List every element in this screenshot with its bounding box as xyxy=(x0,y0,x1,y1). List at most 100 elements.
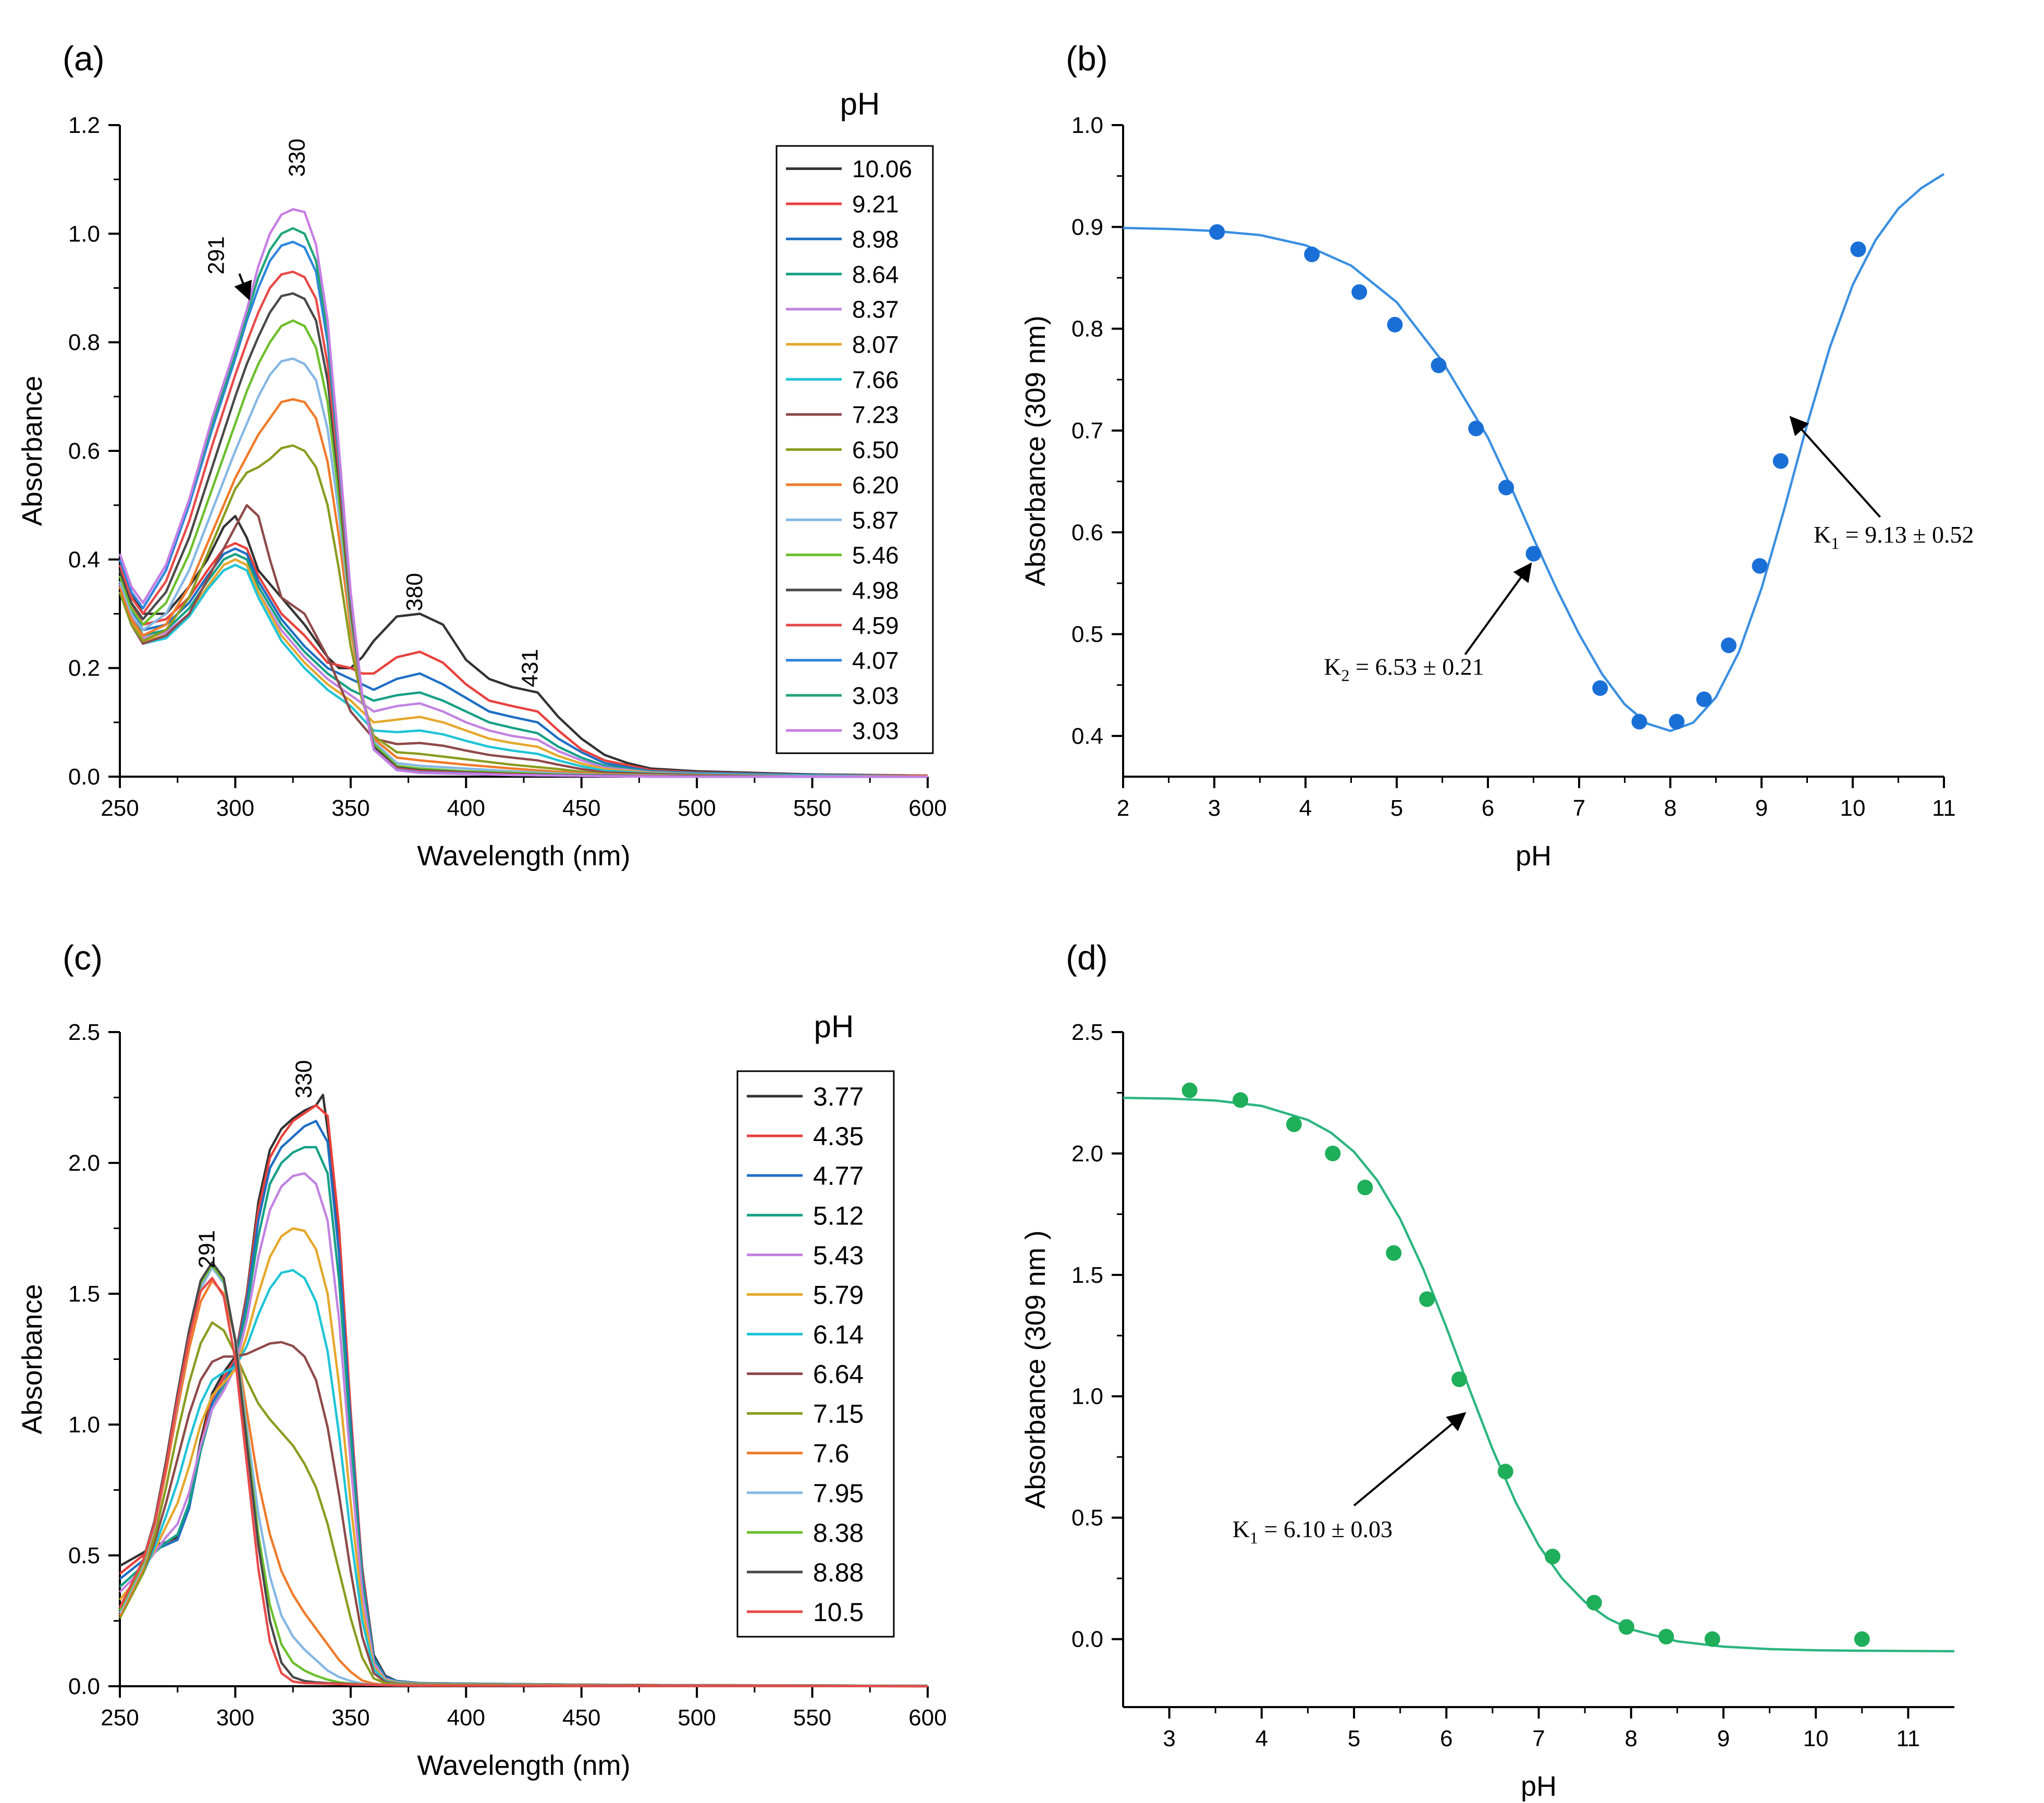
legend-entry-label: 9.21 xyxy=(852,191,899,218)
x-tick-label: 250 xyxy=(101,795,139,821)
legend-entry-label: 4.98 xyxy=(852,577,899,604)
spectrum-series-line xyxy=(118,1277,928,1688)
data-point xyxy=(1351,284,1368,300)
panel-b: (b) 2 3 4 5 6 7 8 9 10 11 0.4 0.5 0.6 0.7 0.8 0.9 1.0 pH Ab… xyxy=(1020,39,1974,872)
legend-entry-label: 5.12 xyxy=(813,1201,864,1230)
x-tick-label: 3 xyxy=(1163,1726,1175,1751)
legend-entry-label: 8.38 xyxy=(813,1518,864,1548)
x-tick-label: 10 xyxy=(1840,795,1866,821)
peak-label: 291 xyxy=(203,236,229,274)
legend-entry-label: 6.50 xyxy=(852,436,899,463)
data-point xyxy=(1386,1245,1402,1261)
x-tick-label: 500 xyxy=(678,795,716,821)
peak-arrow xyxy=(234,273,252,301)
y-tick-label: 2.5 xyxy=(68,1020,100,1045)
panel-a: (a) 250 300 350 400 450 500 550 600 0.0 0.2 0.4 0.6 0… xyxy=(17,39,947,872)
y-tick-label: 0.5 xyxy=(68,1543,100,1568)
y-tick-label: 0.5 xyxy=(1072,1505,1103,1531)
x-tick-label: 3 xyxy=(1208,795,1221,821)
legend-entry-label: 7.23 xyxy=(852,401,899,428)
y-tick-label: 1.5 xyxy=(1072,1262,1103,1288)
panel-label: (a) xyxy=(63,39,105,78)
legend-entry-label: 6.14 xyxy=(813,1320,864,1349)
data-point xyxy=(1181,1082,1198,1098)
y-tick-label: 0.8 xyxy=(68,330,100,355)
data-point xyxy=(1696,691,1712,707)
x-tick-label: 600 xyxy=(908,795,946,821)
data-point xyxy=(1631,714,1647,730)
data-point xyxy=(1209,224,1225,240)
annotation-subscript: 1 xyxy=(1831,534,1839,553)
y-tick-label: 0.9 xyxy=(1072,214,1103,240)
legend-entry-label: 3.77 xyxy=(813,1082,864,1111)
x-tick-label: 6 xyxy=(1482,795,1494,821)
data-point xyxy=(1669,714,1685,730)
peak-label: 380 xyxy=(402,573,427,611)
legend-entry-label: 8.07 xyxy=(852,331,899,358)
x-tick-label: 250 xyxy=(101,1705,139,1731)
y-tick-label: 2.0 xyxy=(68,1150,100,1176)
data-point xyxy=(1431,357,1447,373)
y-tick-label: 0.0 xyxy=(68,764,100,790)
x-tick-label: 4 xyxy=(1299,795,1312,821)
annotation-value: = 6.10 ± 0.03 xyxy=(1258,1516,1393,1542)
y-tick-label: 0.7 xyxy=(1072,418,1103,444)
y-tick-label: 2.5 xyxy=(1072,1020,1103,1045)
fit-curve xyxy=(1123,173,1945,732)
data-point xyxy=(1468,421,1484,437)
spectrum-series-line xyxy=(118,398,928,778)
legend-entry-label: 4.07 xyxy=(852,647,899,674)
annotation-text: K1 = 6.10 ± 0.03 xyxy=(1233,1516,1393,1547)
data-point xyxy=(1752,558,1768,574)
legend-entry-label: 8.37 xyxy=(852,296,899,323)
x-tick-label: 350 xyxy=(331,1705,370,1731)
legend-entry-label: 5.46 xyxy=(852,542,899,569)
x-axis-title: Wavelength (nm) xyxy=(417,840,630,872)
y-tick-label: 1.0 xyxy=(1072,113,1103,138)
annotation-value: = 6.53 ± 0.21 xyxy=(1350,654,1484,680)
y-tick-label: 0.6 xyxy=(1072,520,1103,545)
annotation-arrow xyxy=(1464,562,1532,655)
data-point xyxy=(1497,1464,1513,1480)
legend-entry-label: 6.20 xyxy=(852,471,899,498)
data-point xyxy=(1618,1619,1634,1635)
data-point xyxy=(1592,680,1608,696)
peak-label: 330 xyxy=(284,139,310,177)
x-tick-label: 350 xyxy=(331,795,370,821)
x-tick-label: 500 xyxy=(678,1705,716,1731)
x-tick-label: 600 xyxy=(908,1705,946,1731)
peak-label: 330 xyxy=(291,1060,317,1098)
data-point xyxy=(1419,1291,1435,1307)
data-point xyxy=(1357,1180,1373,1196)
spectrum-series-line xyxy=(118,542,928,777)
legend-entry-label: 5.79 xyxy=(813,1280,864,1309)
legend-title: pH xyxy=(840,87,880,121)
y-axis-title: Absorbance xyxy=(17,376,48,526)
x-tick-label: 7 xyxy=(1532,1726,1545,1751)
data-point xyxy=(1721,637,1737,654)
y-tick-label: 0.4 xyxy=(68,547,100,572)
legend-entry-label: 6.64 xyxy=(813,1360,864,1389)
x-tick-label: 9 xyxy=(1755,795,1768,821)
data-point xyxy=(1498,480,1514,496)
annotation-symbol: K xyxy=(1324,654,1341,680)
legend-entry-label: 8.64 xyxy=(852,261,899,288)
spectrum-series-line xyxy=(118,547,928,778)
peak-label: 291 xyxy=(194,1230,220,1268)
annotation-arrow xyxy=(1789,415,1881,518)
x-tick-label: 450 xyxy=(562,795,600,821)
y-tick-label: 1.0 xyxy=(68,1412,100,1438)
legend-entry-label: 10.06 xyxy=(852,155,912,182)
legend-entry-label: 8.98 xyxy=(852,226,899,253)
legend-entry-label: 5.43 xyxy=(813,1241,864,1270)
x-tick-label: 8 xyxy=(1664,795,1677,821)
data-point xyxy=(1854,1631,1870,1647)
x-axis-title: Wavelength (nm) xyxy=(417,1750,630,1781)
legend-entry-label: 7.95 xyxy=(813,1479,864,1508)
spectrum-series-line xyxy=(118,558,928,778)
data-point xyxy=(1325,1145,1341,1161)
x-tick-label: 300 xyxy=(216,795,254,821)
spectrum-series-line xyxy=(118,208,928,778)
x-tick-label: 11 xyxy=(1932,795,1956,821)
